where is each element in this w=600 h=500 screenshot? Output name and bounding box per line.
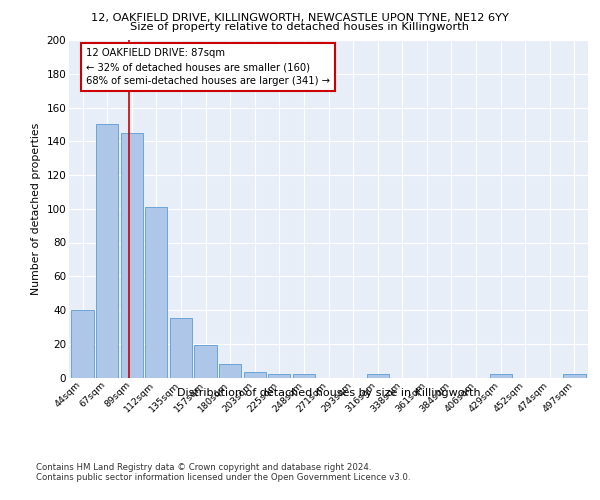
Text: 12, OAKFIELD DRIVE, KILLINGWORTH, NEWCASTLE UPON TYNE, NE12 6YY: 12, OAKFIELD DRIVE, KILLINGWORTH, NEWCAS… [91, 12, 509, 22]
Bar [293, 374, 315, 378]
Bar [563, 374, 586, 378]
Bar [268, 374, 290, 378]
Text: Distribution of detached houses by size in Killingworth: Distribution of detached houses by size … [177, 388, 481, 398]
Bar [121, 133, 143, 378]
Text: Contains HM Land Registry data © Crown copyright and database right 2024.: Contains HM Land Registry data © Crown c… [36, 462, 371, 471]
Bar [96, 124, 118, 378]
Text: Size of property relative to detached houses in Killingworth: Size of property relative to detached ho… [131, 22, 470, 32]
Bar [367, 374, 389, 378]
Text: 12 OAKFIELD DRIVE: 87sqm
← 32% of detached houses are smaller (160)
68% of semi-: 12 OAKFIELD DRIVE: 87sqm ← 32% of detach… [86, 48, 330, 86]
Text: Contains public sector information licensed under the Open Government Licence v3: Contains public sector information licen… [36, 472, 410, 482]
Bar [244, 372, 266, 378]
Bar [170, 318, 192, 378]
Bar [219, 364, 241, 378]
Bar [490, 374, 512, 378]
Bar [194, 346, 217, 378]
Bar [71, 310, 94, 378]
Bar [145, 207, 167, 378]
Y-axis label: Number of detached properties: Number of detached properties [31, 122, 41, 295]
